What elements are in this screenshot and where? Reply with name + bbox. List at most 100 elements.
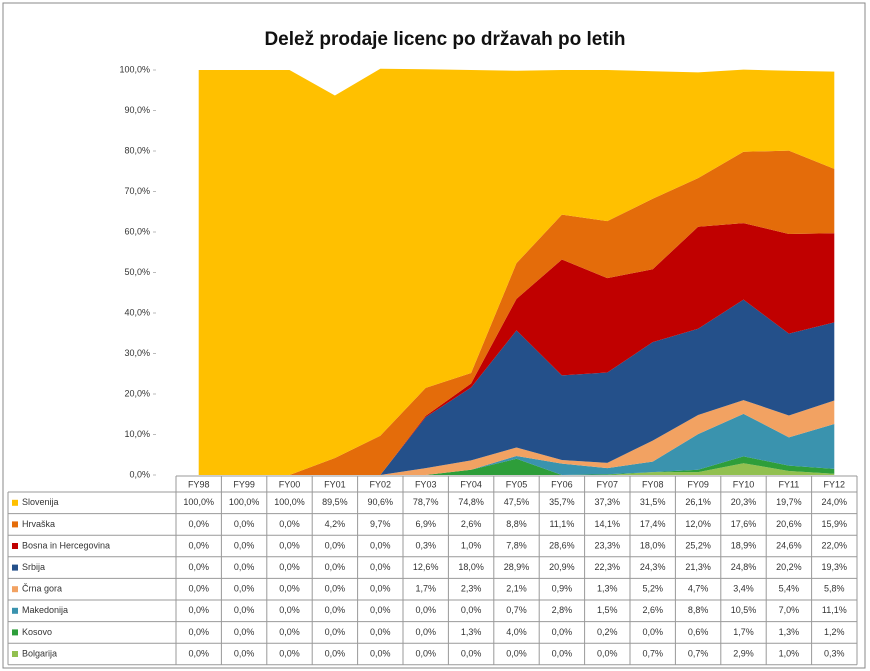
table-value: 47,5% bbox=[504, 497, 530, 507]
table-value: 0,0% bbox=[370, 540, 391, 550]
legend-label: Bolgarija bbox=[22, 648, 57, 658]
table-value: 0,0% bbox=[415, 627, 436, 637]
table-value: 0,0% bbox=[461, 605, 482, 615]
table-value: 100,0% bbox=[229, 497, 260, 507]
table-value: 0,0% bbox=[188, 627, 209, 637]
table-value: 28,6% bbox=[549, 540, 575, 550]
x-tick-label: FY09 bbox=[687, 479, 709, 489]
table-value: 12,0% bbox=[685, 519, 711, 529]
table-value: 0,0% bbox=[234, 648, 255, 658]
legend-label: Kosovo bbox=[22, 627, 52, 637]
x-tick-label: FY08 bbox=[642, 479, 664, 489]
table-value: 0,0% bbox=[642, 627, 663, 637]
chart-title: Delež prodaje licenc po državah po letih bbox=[264, 29, 625, 50]
y-tick-label: 40,0% bbox=[124, 307, 150, 317]
area bbox=[198, 223, 835, 475]
legend-label: Srbija bbox=[22, 562, 45, 572]
table-value: 11,1% bbox=[822, 605, 847, 615]
table-value: 89,5% bbox=[322, 497, 348, 507]
x-tick-label: FY06 bbox=[551, 479, 573, 489]
x-tick-label: FY04 bbox=[460, 479, 482, 489]
table-value: 2,6% bbox=[461, 519, 482, 529]
table-value: 78,7% bbox=[413, 497, 439, 507]
table-value: 20,9% bbox=[549, 562, 575, 572]
table-value: 9,7% bbox=[370, 519, 391, 529]
table-value: 8,8% bbox=[688, 605, 709, 615]
table-value: 0,0% bbox=[279, 627, 300, 637]
y-tick-label: 50,0% bbox=[124, 267, 150, 277]
area bbox=[198, 463, 835, 475]
table-value: 0,0% bbox=[279, 584, 300, 594]
table-value: 2,3% bbox=[461, 584, 482, 594]
x-tick-label: FY98 bbox=[188, 479, 210, 489]
table-value: 18,9% bbox=[731, 540, 757, 550]
table-value: 0,0% bbox=[325, 562, 346, 572]
y-tick-label: 100,0% bbox=[119, 64, 150, 74]
table-value: 21,3% bbox=[685, 562, 711, 572]
table-value: 0,0% bbox=[325, 584, 346, 594]
legend-label: Bosna in Hercegovina bbox=[22, 540, 110, 550]
table-value: 0,0% bbox=[552, 627, 573, 637]
legend-swatch bbox=[12, 586, 18, 593]
table-value: 0,0% bbox=[188, 562, 209, 572]
table-value: 5,4% bbox=[779, 584, 800, 594]
table-value: 0,2% bbox=[597, 627, 618, 637]
table-value: 0,0% bbox=[279, 605, 300, 615]
table-value: 7,8% bbox=[506, 540, 527, 550]
table-value: 18,0% bbox=[458, 562, 484, 572]
table-value: 12,6% bbox=[413, 562, 439, 572]
table-value: 2,8% bbox=[552, 605, 573, 615]
legend-swatch bbox=[12, 499, 18, 506]
x-tick-label: FY03 bbox=[415, 479, 437, 489]
table-value: 0,3% bbox=[824, 648, 845, 658]
legend-swatch bbox=[12, 543, 18, 549]
legend-label: Slovenija bbox=[22, 497, 59, 507]
x-tick-label: FY11 bbox=[778, 479, 799, 489]
y-tick-label: 90,0% bbox=[124, 105, 150, 115]
legend-swatch bbox=[12, 651, 18, 657]
x-tick-label: FY10 bbox=[733, 479, 755, 489]
table-value: 0,0% bbox=[370, 648, 391, 658]
y-tick-label: 20,0% bbox=[124, 388, 150, 398]
table-value: 8,8% bbox=[506, 519, 527, 529]
table-value: 19,3% bbox=[822, 562, 848, 572]
legend-label: Makedonija bbox=[22, 605, 68, 615]
x-tick-label: FY00 bbox=[279, 479, 301, 489]
table-value: 23,3% bbox=[595, 540, 621, 550]
table-value: 6,9% bbox=[415, 519, 436, 529]
table-value: 0,0% bbox=[370, 584, 391, 594]
table-value: 0,0% bbox=[234, 519, 255, 529]
area bbox=[198, 299, 835, 475]
table-value: 11,1% bbox=[549, 519, 574, 529]
table-value: 0,0% bbox=[325, 648, 346, 658]
table-value: 2,9% bbox=[733, 648, 754, 658]
table-value: 0,0% bbox=[188, 648, 209, 658]
table-value: 15,9% bbox=[822, 519, 848, 529]
table-value: 0,0% bbox=[279, 519, 300, 529]
y-tick-label: 10,0% bbox=[124, 429, 150, 439]
table-value: 0,0% bbox=[506, 648, 527, 658]
table-value: 20,6% bbox=[776, 519, 802, 529]
x-tick-label: FY07 bbox=[597, 479, 619, 489]
area bbox=[198, 150, 835, 475]
table-value: 1,3% bbox=[461, 627, 482, 637]
legend-label: Črna gora bbox=[22, 584, 62, 594]
table-value: 0,0% bbox=[279, 648, 300, 658]
table-value: 74,8% bbox=[458, 497, 484, 507]
legend-swatch bbox=[12, 564, 18, 571]
table-value: 0,3% bbox=[415, 540, 436, 550]
table-value: 25,2% bbox=[685, 540, 711, 550]
table-value: 24,6% bbox=[776, 540, 802, 550]
legend-swatch bbox=[12, 607, 18, 614]
table-value: 0,7% bbox=[688, 648, 709, 658]
table-value: 20,2% bbox=[776, 562, 802, 572]
table-value: 0,0% bbox=[279, 540, 300, 550]
y-tick-label: 30,0% bbox=[124, 348, 150, 358]
table-value: 100,0% bbox=[183, 497, 214, 507]
table-value: 0,0% bbox=[415, 648, 436, 658]
table-value: 26,1% bbox=[685, 497, 711, 507]
table-value: 100,0% bbox=[274, 497, 305, 507]
table-value: 0,0% bbox=[325, 605, 346, 615]
table-value: 19,7% bbox=[776, 497, 802, 507]
table-value: 0,0% bbox=[188, 540, 209, 550]
